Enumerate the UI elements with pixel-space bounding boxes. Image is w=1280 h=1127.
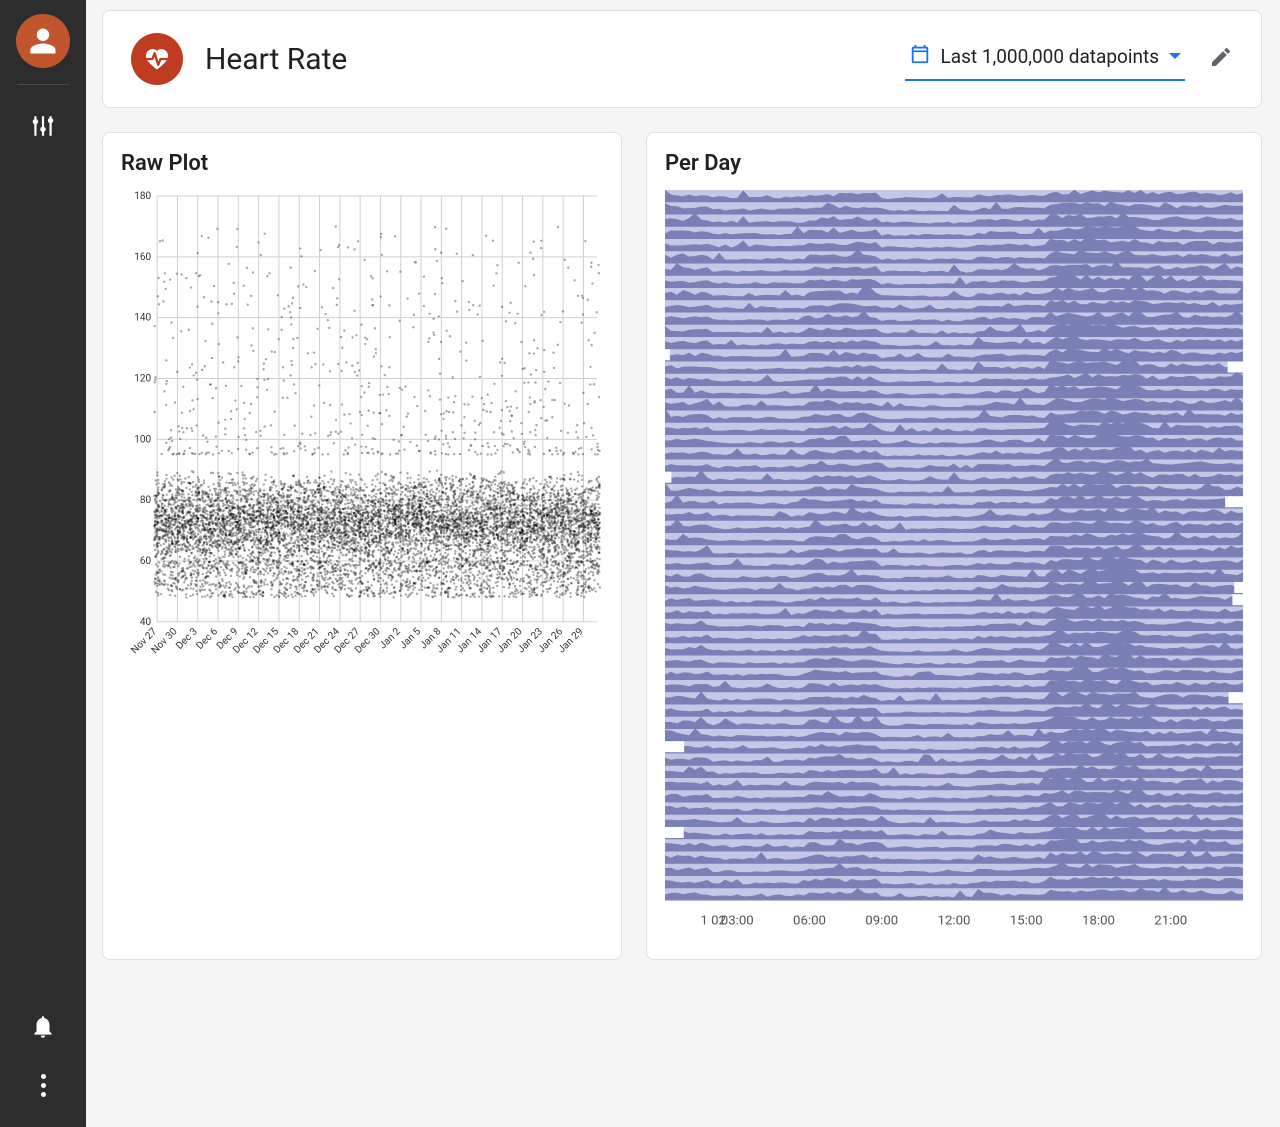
pencil-icon [1209, 45, 1233, 69]
bell-icon [30, 1014, 56, 1040]
per-day-title: Per Day [665, 151, 1243, 176]
sliders-icon [30, 113, 56, 139]
raw-plot-chart: 406080100120140160180Nov 27Nov 30Dec 3De… [121, 190, 603, 692]
avatar[interactable] [16, 14, 70, 68]
raw-plot-panel: Raw Plot 406080100120140160180Nov 27Nov … [102, 132, 622, 960]
raw-plot-title: Raw Plot [121, 151, 603, 176]
calendar-icon [909, 43, 931, 69]
svg-text:40: 40 [140, 617, 152, 628]
edit-button[interactable] [1209, 45, 1233, 73]
more-button[interactable] [31, 1064, 56, 1107]
svg-text:180: 180 [134, 191, 151, 202]
header-card: Heart Rate Last 1,000,000 datapoints [102, 10, 1262, 108]
per-day-panel: Per Day 1 0203:0006:0009:0012:0015:0018:… [646, 132, 1262, 960]
svg-text:100: 100 [134, 434, 151, 445]
user-icon [28, 26, 58, 56]
svg-text:120: 120 [134, 374, 151, 385]
sidebar-divider [17, 84, 69, 85]
svg-text:160: 160 [134, 252, 151, 263]
sidebar [0, 0, 86, 1127]
page-title: Heart Rate [205, 42, 347, 77]
main-content: Heart Rate Last 1,000,000 datapoints Raw… [86, 0, 1280, 1127]
svg-text:140: 140 [134, 313, 151, 324]
notifications-button[interactable] [16, 1000, 70, 1054]
heart-rate-icon [131, 33, 183, 85]
svg-text:80: 80 [140, 495, 152, 506]
range-selector-label: Last 1,000,000 datapoints [941, 45, 1159, 68]
svg-text:60: 60 [140, 556, 152, 567]
settings-sliders-button[interactable] [16, 99, 70, 153]
per-day-chart: 1 0203:0006:0009:0012:0015:0018:0021:00 [665, 190, 1243, 937]
range-selector[interactable]: Last 1,000,000 datapoints [905, 37, 1185, 81]
chevron-down-icon [1169, 53, 1181, 59]
